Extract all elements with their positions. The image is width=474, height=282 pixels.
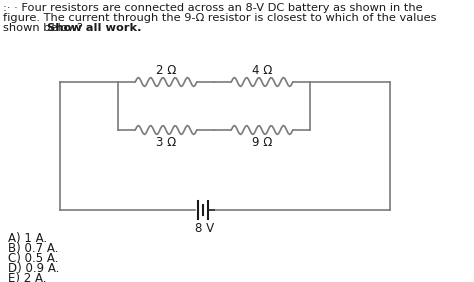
Text: Show all work.: Show all work. — [47, 23, 142, 33]
Text: 2 Ω: 2 Ω — [156, 63, 176, 76]
Text: B) 0.7 A.: B) 0.7 A. — [8, 242, 58, 255]
Text: E) 2 A.: E) 2 A. — [8, 272, 46, 282]
Text: shown below?: shown below? — [3, 23, 87, 33]
Text: 3 Ω: 3 Ω — [156, 136, 176, 149]
Text: :· · Four resistors are connected across an 8-V DC battery as shown in the: :· · Four resistors are connected across… — [3, 3, 423, 13]
Text: C) 0.5 A.: C) 0.5 A. — [8, 252, 58, 265]
Text: A) 1 A.: A) 1 A. — [8, 232, 47, 245]
Text: 9 Ω: 9 Ω — [252, 136, 272, 149]
Text: 4 Ω: 4 Ω — [252, 63, 272, 76]
Text: D) 0.9 A.: D) 0.9 A. — [8, 262, 59, 275]
Text: 8 V: 8 V — [195, 221, 215, 235]
Text: figure. The current through the 9-Ω resistor is closest to which of the values: figure. The current through the 9-Ω resi… — [3, 13, 437, 23]
